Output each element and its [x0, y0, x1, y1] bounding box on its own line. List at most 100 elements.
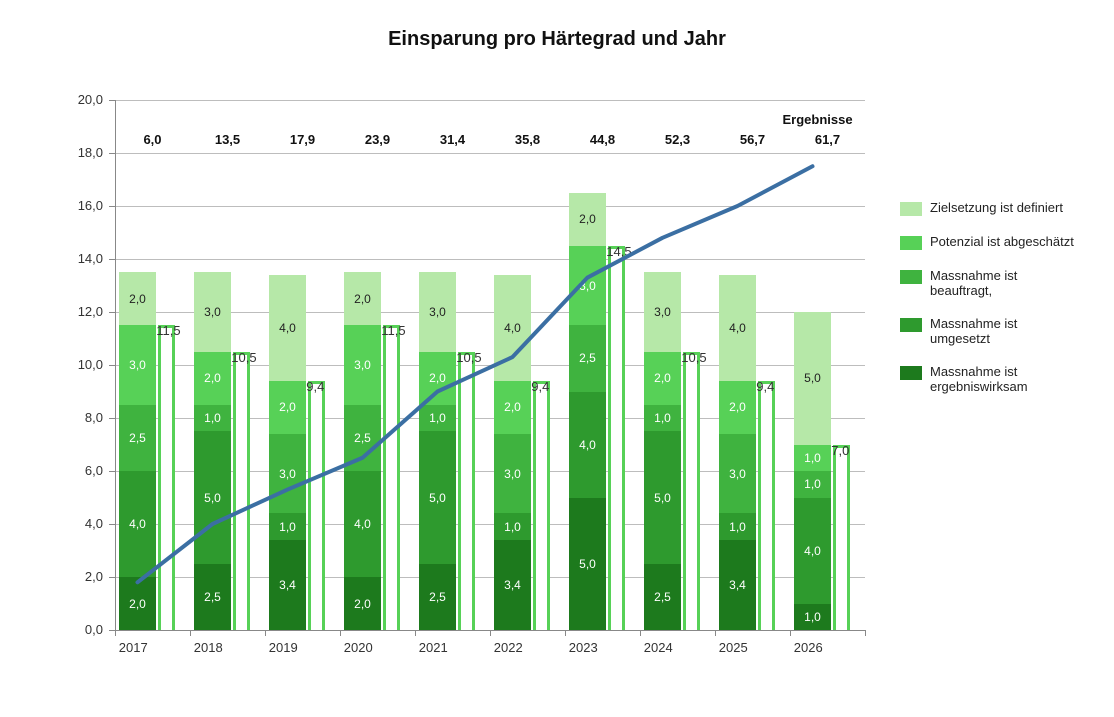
x-tick-label: 2017	[119, 640, 157, 655]
legend-item: Massnahme ist beauftragt,	[900, 268, 1080, 298]
bar-segment-umgesetzt	[344, 471, 382, 577]
bar-segment-zielsetzung	[569, 193, 607, 246]
outline-bar	[233, 352, 250, 630]
bar-segment-ergebniswirksam	[719, 540, 757, 630]
x-tick-label: 2026	[794, 640, 832, 655]
chart-root: Einsparung pro Härtegrad und Jahr 0,02,0…	[0, 0, 1114, 717]
top-total-label: 17,9	[265, 132, 340, 147]
legend: Zielsetzung ist definiert Potenzial ist a…	[900, 200, 1080, 412]
y-axis	[115, 100, 116, 630]
outline-bar	[458, 352, 475, 630]
bar-segment-umgesetzt	[419, 431, 457, 564]
bar-segment-ergebniswirksam	[494, 540, 532, 630]
x-tick	[190, 630, 191, 636]
top-total-label: 35,8	[490, 132, 565, 147]
outline-bar-label: 10,5	[456, 350, 481, 365]
y-tick-label: 20,0	[53, 92, 103, 107]
outline-bar-label: 14,5	[606, 244, 631, 259]
outline-bar	[833, 445, 850, 631]
outline-bar	[683, 352, 700, 630]
bar-segment-potenzial	[194, 352, 232, 405]
bar-segment-beauftragt	[494, 434, 532, 514]
outline-bar-label: 10,5	[681, 350, 706, 365]
bar-segment-potenzial	[419, 352, 457, 405]
x-tick	[565, 630, 566, 636]
bar-segment-zielsetzung	[269, 275, 307, 381]
bar-segment-umgesetzt	[194, 431, 232, 564]
outline-bar-label: 7,0	[831, 443, 849, 458]
x-tick	[640, 630, 641, 636]
x-tick	[490, 630, 491, 636]
bar-segment-ergebniswirksam	[194, 564, 232, 630]
y-tick-label: 12,0	[53, 304, 103, 319]
x-tick	[865, 630, 866, 636]
x-tick	[340, 630, 341, 636]
x-tick-label: 2020	[344, 640, 382, 655]
x-tick	[790, 630, 791, 636]
x-tick-label: 2024	[644, 640, 682, 655]
bar-segment-umgesetzt	[794, 498, 832, 604]
bar-segment-umgesetzt	[494, 513, 532, 540]
bar-segment-beauftragt	[269, 434, 307, 514]
bar-segment-zielsetzung	[194, 272, 232, 352]
bar-segment-zielsetzung	[344, 272, 382, 325]
outline-bar	[533, 381, 550, 630]
outline-bar	[608, 246, 625, 630]
outline-bar-label: 11,5	[381, 323, 405, 338]
bar-segment-beauftragt	[644, 405, 682, 432]
x-tick-label: 2019	[269, 640, 307, 655]
y-tick-label: 6,0	[53, 463, 103, 478]
outline-bar	[758, 381, 775, 630]
outline-bar-label: 9,4	[306, 379, 324, 394]
outline-bar	[308, 381, 325, 630]
legend-swatch	[900, 318, 922, 332]
bar-segment-potenzial	[794, 445, 832, 472]
top-total-label: 13,5	[190, 132, 265, 147]
y-tick-label: 14,0	[53, 251, 103, 266]
legend-item: Zielsetzung ist definiert	[900, 200, 1080, 216]
x-tick-label: 2025	[719, 640, 757, 655]
legend-label: Massnahme ist beauftragt,	[930, 268, 1080, 298]
top-total-label: 56,7	[715, 132, 790, 147]
bar-segment-zielsetzung	[719, 275, 757, 381]
outline-bar-label: 10,5	[231, 350, 256, 365]
y-tick-label: 8,0	[53, 410, 103, 425]
bar-segment-potenzial	[569, 246, 607, 326]
legend-label: Potenzial ist abgeschätzt	[930, 234, 1074, 249]
x-tick-label: 2023	[569, 640, 607, 655]
bar-segment-beauftragt	[794, 471, 832, 498]
bar-segment-potenzial	[344, 325, 382, 405]
bar-segment-ergebniswirksam	[344, 577, 382, 630]
bar-segment-ergebniswirksam	[794, 604, 832, 631]
gridline	[115, 153, 865, 154]
legend-item: Potenzial ist abgeschätzt	[900, 234, 1080, 250]
bar-segment-zielsetzung	[419, 272, 457, 352]
bar-segment-zielsetzung	[494, 275, 532, 381]
bar-segment-zielsetzung	[119, 272, 157, 325]
legend-label: Zielsetzung ist definiert	[930, 200, 1063, 215]
bar-segment-potenzial	[119, 325, 157, 405]
bar-segment-beauftragt	[719, 434, 757, 514]
x-tick-label: 2018	[194, 640, 232, 655]
legend-swatch	[900, 366, 922, 380]
x-tick-label: 2021	[419, 640, 457, 655]
legend-swatch	[900, 270, 922, 284]
bar-segment-potenzial	[269, 381, 307, 434]
legend-label: Massnahme ist umgesetzt	[930, 316, 1080, 346]
top-total-label: 52,3	[640, 132, 715, 147]
x-tick	[715, 630, 716, 636]
bar-segment-potenzial	[494, 381, 532, 434]
x-tick	[415, 630, 416, 636]
top-total-label: 31,4	[415, 132, 490, 147]
bar-segment-beauftragt	[194, 405, 232, 432]
y-tick-label: 2,0	[53, 569, 103, 584]
bar-segment-umgesetzt	[644, 431, 682, 564]
top-total-label: 61,7	[790, 132, 865, 147]
bar-segment-zielsetzung	[794, 312, 832, 445]
y-tick-label: 10,0	[53, 357, 103, 372]
bar-segment-zielsetzung	[644, 272, 682, 352]
bar-segment-beauftragt	[569, 325, 607, 391]
top-total-label: 23,9	[340, 132, 415, 147]
gridline	[115, 100, 865, 101]
legend-item: Massnahme ist ergebniswirksam	[900, 364, 1080, 394]
